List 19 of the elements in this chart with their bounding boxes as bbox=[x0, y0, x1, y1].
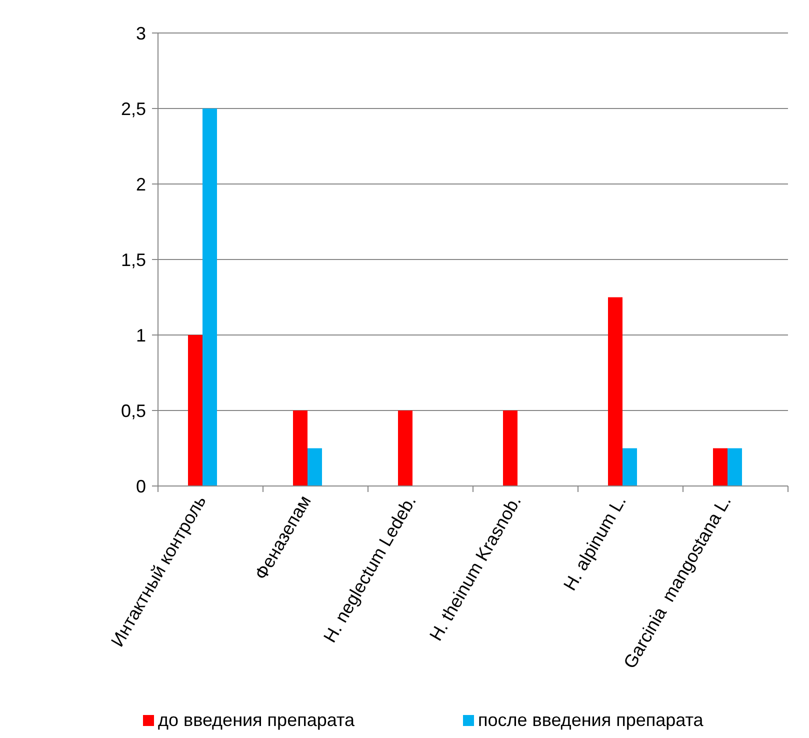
bar bbox=[308, 448, 322, 486]
bar bbox=[622, 448, 637, 486]
bar bbox=[608, 297, 622, 486]
y-tick-label: 3 bbox=[136, 23, 146, 44]
y-tick-label: 0 bbox=[136, 476, 146, 496]
bar bbox=[713, 448, 728, 486]
bar bbox=[293, 410, 308, 486]
bar bbox=[188, 335, 202, 486]
bar bbox=[202, 108, 217, 486]
bar bbox=[503, 410, 518, 486]
y-tick-label: 2,5 bbox=[120, 98, 146, 119]
bar bbox=[728, 448, 742, 486]
legend-label: до введения препарата bbox=[158, 710, 356, 730]
y-tick-label: 0,5 bbox=[120, 400, 146, 421]
y-tick-label: 2 bbox=[136, 174, 146, 194]
bar bbox=[398, 410, 412, 486]
legend-label: после введения препарата bbox=[478, 710, 704, 730]
y-tick-label: 1,5 bbox=[120, 250, 146, 270]
y-tick-label: 1 bbox=[136, 325, 146, 346]
